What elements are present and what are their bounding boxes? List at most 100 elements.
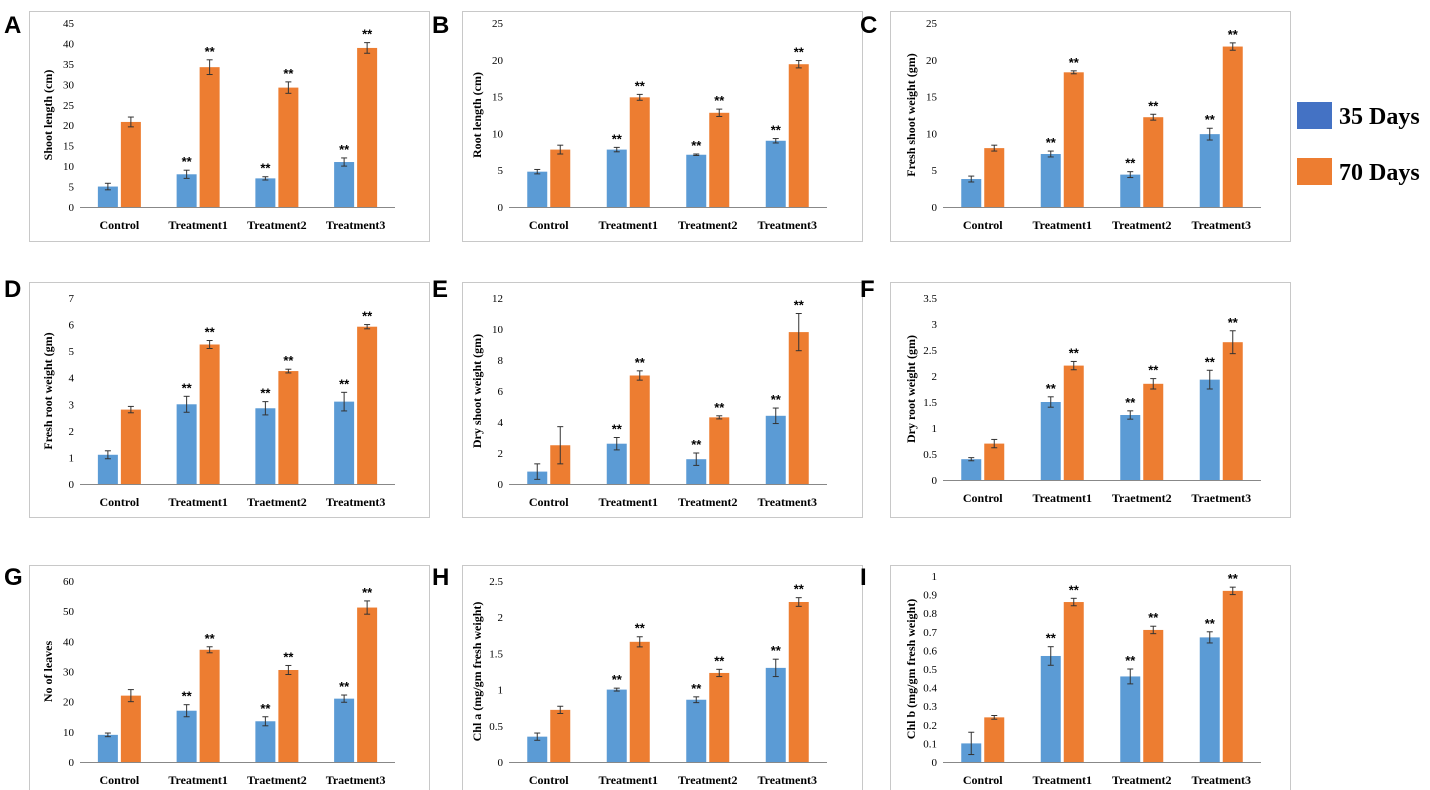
panel-e-significance-label: ** <box>794 298 805 313</box>
panel-i-letter: I <box>860 564 867 591</box>
panel-g-ytick-label: 30 <box>63 667 75 679</box>
panel-h-category-label: Control <box>529 773 569 787</box>
panel-a-significance-label: ** <box>362 27 373 42</box>
panel-h-bar-35d <box>686 699 707 762</box>
panel-i-category-label: Treatment1 <box>1032 773 1092 787</box>
panel-f-bar-70d <box>1222 342 1243 480</box>
panel-b-significance-label: ** <box>771 123 782 138</box>
panel-i-ytick-label: 0 <box>932 757 938 769</box>
panel-f-ytick-label: 3.5 <box>923 293 937 305</box>
panel-c-significance-label: ** <box>1228 27 1239 42</box>
panel-b-bar-70d <box>788 64 809 207</box>
panel-h-ytick-label: 0.5 <box>489 721 503 733</box>
panel-f-bar-35d <box>1040 402 1061 480</box>
panel-g-significance-label: ** <box>182 689 193 704</box>
panel-d-category-label: Treatment1 <box>168 495 228 509</box>
panel-e-bar-70d <box>550 445 571 484</box>
panel-g-ytick-label: 60 <box>63 576 75 588</box>
panel-d-ylabel: Fresh root weight (gm) <box>41 332 55 449</box>
panel-e-ylabel: Dry shoot weight (gm) <box>470 334 484 448</box>
panel-a-ytick-label: 20 <box>63 120 75 132</box>
panel-b-significance-label: ** <box>612 131 623 146</box>
panel-g-bar-35d <box>97 734 118 762</box>
panel-g-letter: G <box>4 564 23 591</box>
panel-d-ytick-label: 3 <box>69 399 75 411</box>
panel-d-significance-label: ** <box>260 386 271 401</box>
panel-e-letter: E <box>432 276 448 303</box>
panel-d-ytick-label: 1 <box>69 452 75 464</box>
panel-i-ytick-label: 0.6 <box>923 645 937 657</box>
panel-d-bar-35d <box>176 404 197 484</box>
panel-d-significance-label: ** <box>283 353 294 368</box>
panel-c-ytick-label: 20 <box>926 55 938 67</box>
panel-d-category-label: Control <box>99 495 139 509</box>
panel-i-bar-35d <box>1199 637 1220 762</box>
panel-e-bar-35d <box>765 415 786 484</box>
panel-a-category-label: Treatment3 <box>326 218 386 232</box>
panel-g-category-label: Traetment2 <box>247 773 307 787</box>
panel-i-bar-70d <box>984 717 1005 762</box>
legend-swatch-70-days <box>1297 158 1332 185</box>
panel-d-ytick-label: 4 <box>69 373 75 385</box>
panel-f: F 0 0.5 1 1.5 2 2.5 3 3.5 Dry root weight (gm) Con… <box>860 276 1291 518</box>
panel-a-bar-35d <box>176 174 197 207</box>
panel-b-letter: B <box>432 12 449 39</box>
panel-g-bar-70d <box>278 669 299 762</box>
panel-c-bar-70d <box>1143 117 1164 207</box>
panel-h-category-label: Treatment1 <box>598 773 658 787</box>
panel-f-bar-70d <box>1063 365 1084 480</box>
panel-h-category-label: Treatment2 <box>678 773 738 787</box>
panel-f-significance-label: ** <box>1046 381 1057 396</box>
panel-c-significance-label: ** <box>1205 112 1216 127</box>
panel-e-category-label: Treatment2 <box>678 495 738 509</box>
panel-c-ytick-label: 5 <box>932 165 938 177</box>
panel-d-bar-70d <box>278 371 299 484</box>
panel-h-significance-label: ** <box>691 681 702 696</box>
panel-e-ytick-label: 8 <box>498 355 504 367</box>
panel-g-bar-70d <box>120 695 141 762</box>
panel-i-bar-70d <box>1063 602 1084 762</box>
panel-b-bar-70d <box>550 149 571 207</box>
panel-a-bar-70d <box>120 121 141 207</box>
panel-f-category-label: Traetment3 <box>1191 491 1251 505</box>
panel-a-ytick-label: 10 <box>63 161 75 173</box>
panel-b-significance-label: ** <box>691 138 702 153</box>
panel-i-ylabel: Chl b (mg/gm fresh weight) <box>904 599 918 739</box>
panel-a-category-label: Treatment2 <box>247 218 307 232</box>
panel-b-ytick-label: 5 <box>498 165 504 177</box>
panel-h-significance-label: ** <box>794 582 805 597</box>
panel-a: A 0 5 10 15 20 25 30 35 40 45 Shoot length (cm) Cont… <box>4 11 430 242</box>
panel-a-significance-label: ** <box>182 154 193 169</box>
panel-g-ylabel: No of leaves <box>41 641 55 703</box>
panel-a-significance-label: ** <box>260 161 271 176</box>
panel-h-bar-35d <box>765 667 786 762</box>
panel-d-letter: D <box>4 276 21 303</box>
panel-g: G 0 10 20 30 40 50 60 No of leaves Control Treatme… <box>4 564 430 790</box>
panel-h-ytick-label: 0 <box>498 757 504 769</box>
panel-c-significance-label: ** <box>1069 55 1080 70</box>
panel-i-bar-35d <box>1120 676 1141 762</box>
panel-h-bar-70d <box>709 672 730 762</box>
panel-b-significance-label: ** <box>635 78 646 93</box>
panel-f-letter: F <box>860 276 875 303</box>
panel-c-ytick-label: 10 <box>926 128 938 140</box>
panel-i-category-label: Control <box>963 773 1003 787</box>
panel-d-significance-label: ** <box>362 309 373 324</box>
panel-i-significance-label: ** <box>1125 653 1136 668</box>
panel-g-bar-35d <box>334 698 355 762</box>
panel-d-bar-35d <box>97 454 118 484</box>
panel-f-ytick-label: 2.5 <box>923 345 937 357</box>
panel-e-significance-label: ** <box>635 355 646 370</box>
panel-c-bar-35d <box>1120 174 1141 207</box>
panel-g-significance-label: ** <box>362 585 373 600</box>
panel-g-ytick-label: 10 <box>63 727 75 739</box>
panel-f-ytick-label: 0 <box>932 475 938 487</box>
panel-c-bar-35d <box>1040 154 1061 207</box>
panel-b-category-label: Treatment1 <box>598 218 658 232</box>
panel-g-ytick-label: 40 <box>63 636 75 648</box>
panel-g-category-label: Control <box>99 773 139 787</box>
legend-label-35-days: 35 Days <box>1339 104 1420 130</box>
panel-c-significance-label: ** <box>1046 135 1057 150</box>
panel-i-significance-label: ** <box>1046 631 1057 646</box>
panel-d-significance-label: ** <box>339 376 350 391</box>
